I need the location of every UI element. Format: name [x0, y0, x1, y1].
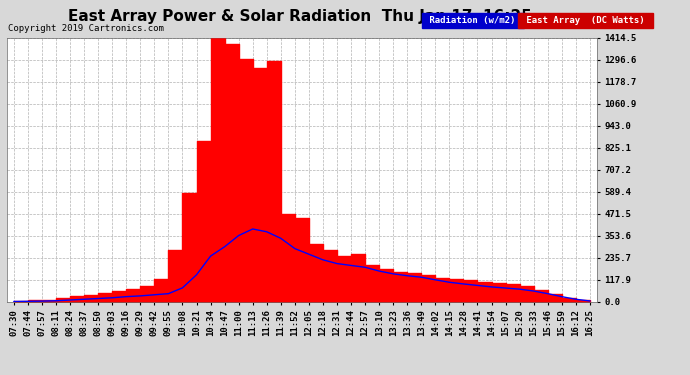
Text: East Array  (DC Watts): East Array (DC Watts) — [521, 16, 650, 25]
Text: Radiation (w/m2): Radiation (w/m2) — [424, 16, 521, 25]
Text: Copyright 2019 Cartronics.com: Copyright 2019 Cartronics.com — [8, 24, 164, 33]
Text: East Array Power & Solar Radiation  Thu Jan 17  16:25: East Array Power & Solar Radiation Thu J… — [68, 9, 532, 24]
